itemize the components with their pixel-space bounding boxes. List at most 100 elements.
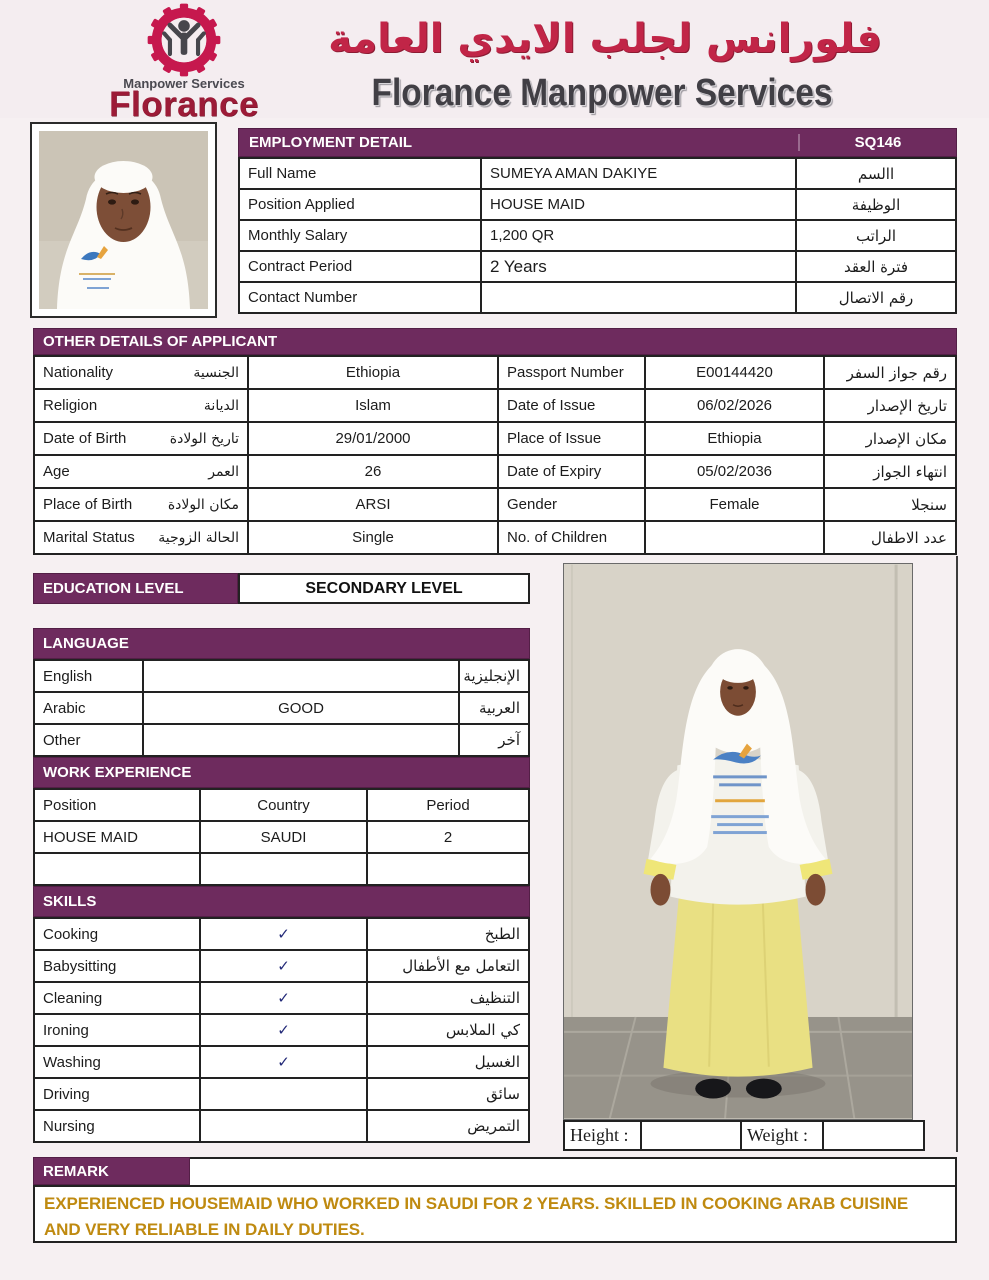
field-value: Single bbox=[247, 520, 499, 555]
language-level bbox=[142, 659, 460, 693]
field-label: Place of Birth bbox=[43, 496, 133, 513]
field-label: No. of Children bbox=[497, 520, 646, 555]
field-label-arabic: تاريخ الولادة bbox=[169, 430, 239, 447]
language-name: Other bbox=[33, 723, 144, 757]
work-period: 2 bbox=[366, 820, 530, 854]
brand-subtitle: Manpower Services bbox=[123, 76, 245, 91]
skill-checkmark: ✓ bbox=[199, 1045, 368, 1079]
field-label: Nationality bbox=[43, 364, 114, 381]
work-experience-header: WORK EXPERIENCE bbox=[33, 757, 530, 788]
table-row: Nationality الجنسية Ethiopia Passport Num… bbox=[33, 355, 957, 390]
height-value bbox=[640, 1120, 742, 1151]
table-row: HOUSE MAID SAUDI 2 bbox=[33, 820, 530, 854]
manpower-gear-icon bbox=[147, 3, 221, 77]
skill-name-arabic: الغسيل bbox=[366, 1045, 530, 1079]
company-title-arabic: فلورانس لجلب الايدي العامة bbox=[328, 16, 882, 62]
education-label: EDUCATION LEVEL bbox=[33, 573, 238, 604]
language-name-arabic: الإنجليزية bbox=[458, 659, 530, 693]
other-details-section: OTHER DETAILS OF APPLICANT Nationality ال… bbox=[33, 328, 957, 555]
field-label-arabic: الجنسية bbox=[193, 364, 239, 381]
skill-checkmark: ✓ bbox=[199, 981, 368, 1015]
company-title-english: Florance Manpower Services bbox=[371, 72, 833, 114]
field-label: Marital Status bbox=[43, 529, 135, 546]
table-row: Height : Weight : bbox=[563, 1120, 925, 1151]
field-value: Ethiopia bbox=[247, 355, 499, 390]
left-column: LANGUAGE English الإنجليزية Arabic GOOD … bbox=[33, 628, 530, 1143]
field-value: Ethiopia bbox=[644, 421, 825, 456]
remark-header-strip bbox=[190, 1157, 957, 1185]
table-row: Cooking ✓ الطبخ bbox=[33, 917, 530, 951]
remark-text: EXPERIENCED HOUSEMAID WHO WORKED IN SAUD… bbox=[33, 1185, 957, 1243]
table-row: Monthly Salary 1,200 QR الراتب bbox=[238, 219, 957, 252]
skill-checkmark: ✓ bbox=[199, 949, 368, 983]
table-row: Babysitting ✓ التعامل مع الأطفال bbox=[33, 949, 530, 983]
work-position: HOUSE MAID bbox=[33, 820, 201, 854]
language-header: LANGUAGE bbox=[33, 628, 530, 659]
column-header: Period bbox=[366, 788, 530, 822]
field-label: Contact Number bbox=[238, 281, 482, 314]
field-label: Place of Issue bbox=[497, 421, 646, 456]
field-label: Date of Issue bbox=[497, 388, 646, 423]
field-label-dual: Date of Birth تاريخ الولادة bbox=[33, 421, 249, 456]
field-label-arabic: الحالة الزوجية bbox=[158, 529, 239, 546]
skill-name: Babysitting bbox=[33, 949, 201, 983]
full-body-photo bbox=[563, 563, 913, 1120]
company-logo: Manpower Services Florance bbox=[58, 2, 310, 125]
skill-name-arabic: كي الملابس bbox=[366, 1013, 530, 1047]
skill-checkmark bbox=[199, 1077, 368, 1111]
skill-name-arabic: التنظيف bbox=[366, 981, 530, 1015]
field-value: HOUSE MAID bbox=[480, 188, 797, 221]
skill-name-arabic: الطبخ bbox=[366, 917, 530, 951]
language-name: Arabic bbox=[33, 691, 144, 725]
section-border-line bbox=[956, 556, 958, 1152]
table-row bbox=[33, 852, 530, 886]
field-label-arabic: مكان الولادة bbox=[167, 496, 239, 513]
full-body-photo-image bbox=[564, 564, 912, 1119]
work-position bbox=[33, 852, 201, 886]
remark-header: REMARK bbox=[33, 1157, 190, 1185]
field-label: Gender bbox=[497, 487, 646, 522]
table-row: Place of Birth مكان الولادة ARSI Gender F… bbox=[33, 487, 957, 522]
table-row: Ironing ✓ كي الملابس bbox=[33, 1013, 530, 1047]
field-value: 2 Years bbox=[480, 250, 797, 283]
field-value: Islam bbox=[247, 388, 499, 423]
field-label-arabic: الراتب bbox=[795, 219, 957, 252]
field-label-arabic: فترة العقد bbox=[795, 250, 957, 283]
work-experience-table: Position Country Period HOUSE MAID SAUDI… bbox=[33, 788, 530, 886]
field-label: Monthly Salary bbox=[238, 219, 482, 252]
employment-section: EMPLOYMENT DETAIL SQ146 Full Name SUMEYA… bbox=[238, 128, 957, 314]
field-value: 1,200 QR bbox=[480, 219, 797, 252]
language-name: English bbox=[33, 659, 144, 693]
field-label-arabic: تاريخ الإصدار bbox=[823, 388, 957, 423]
field-label-dual: Religion الديانة bbox=[33, 388, 249, 423]
table-row: Cleaning ✓ التنظيف bbox=[33, 981, 530, 1015]
table-row: Nursing التمريض bbox=[33, 1109, 530, 1143]
field-label-dual: Nationality الجنسية bbox=[33, 355, 249, 390]
employment-title: EMPLOYMENT DETAIL bbox=[249, 134, 413, 151]
field-label: Position Applied bbox=[238, 188, 482, 221]
field-label: Date of Birth bbox=[43, 430, 127, 447]
skill-name: Driving bbox=[33, 1077, 201, 1111]
skill-name: Cleaning bbox=[33, 981, 201, 1015]
field-label-arabic: عدد الاطفال bbox=[823, 520, 957, 555]
column-header: Position bbox=[33, 788, 201, 822]
field-label: Full Name bbox=[238, 157, 482, 190]
field-label-arabic: الوظيفة bbox=[795, 188, 957, 221]
language-name-arabic: آخر bbox=[458, 723, 530, 757]
table-row: Washing ✓ الغسيل bbox=[33, 1045, 530, 1079]
weight-value bbox=[822, 1120, 925, 1151]
work-country: SAUDI bbox=[199, 820, 368, 854]
field-value: 26 bbox=[247, 454, 499, 489]
field-value: E00144420 bbox=[644, 355, 825, 390]
skill-name: Ironing bbox=[33, 1013, 201, 1047]
field-value: SUMEYA AMAN DAKIYE bbox=[480, 157, 797, 190]
field-label: Contract Period bbox=[238, 250, 482, 283]
field-label-arabic: انتهاء الجواز bbox=[823, 454, 957, 489]
skill-name: Washing bbox=[33, 1045, 201, 1079]
skill-name: Cooking bbox=[33, 917, 201, 951]
skill-checkmark: ✓ bbox=[199, 917, 368, 951]
field-label: Date of Expiry bbox=[497, 454, 646, 489]
skill-name: Nursing bbox=[33, 1109, 201, 1143]
skills-table: Cooking ✓ الطبخ Babysitting ✓ التعامل مع… bbox=[33, 917, 530, 1143]
